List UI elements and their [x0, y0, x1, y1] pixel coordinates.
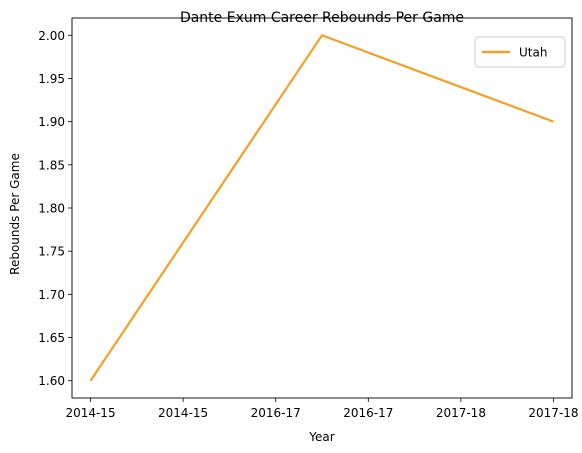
y-tick-label: 1.95	[38, 72, 65, 86]
x-tick-label: 2017-18	[436, 406, 486, 420]
x-tick-label: 2016-17	[251, 406, 301, 420]
y-tick-label: 1.70	[38, 288, 65, 302]
y-tick-label: 1.80	[38, 202, 65, 216]
legend: Utah	[474, 36, 566, 68]
y-tick-label: 1.85	[38, 158, 65, 172]
y-axis-ticks: 1.60 1.65 1.70 1.75 1.80 1.85 1.90 1.95 2.00	[38, 29, 72, 388]
y-tick-label: 1.65	[38, 331, 65, 345]
y-tick-label: 1.60	[38, 374, 65, 388]
x-tick-label: 2014-15	[65, 406, 115, 420]
legend-box	[474, 36, 566, 68]
x-tick-label: 2017-18	[528, 406, 578, 420]
series-layer	[89, 33, 554, 382]
legend-label-utah: Utah	[519, 46, 547, 60]
series-line-utah	[89, 33, 554, 382]
y-tick-label: 2.00	[38, 29, 65, 43]
x-axis-label: Year	[308, 430, 334, 444]
y-axis-label: Rebounds Per Game	[8, 153, 22, 275]
x-tick-label: 2016-17	[343, 406, 393, 420]
y-tick-label: 1.75	[38, 245, 65, 259]
x-axis-ticks: 2014-15 2014-15 2016-17 2016-17 2017-18 2017-…	[65, 398, 579, 420]
x-tick-label: 2014-15	[158, 406, 208, 420]
y-tick-label: 1.90	[38, 115, 65, 129]
plot-area-frame	[71, 17, 573, 399]
